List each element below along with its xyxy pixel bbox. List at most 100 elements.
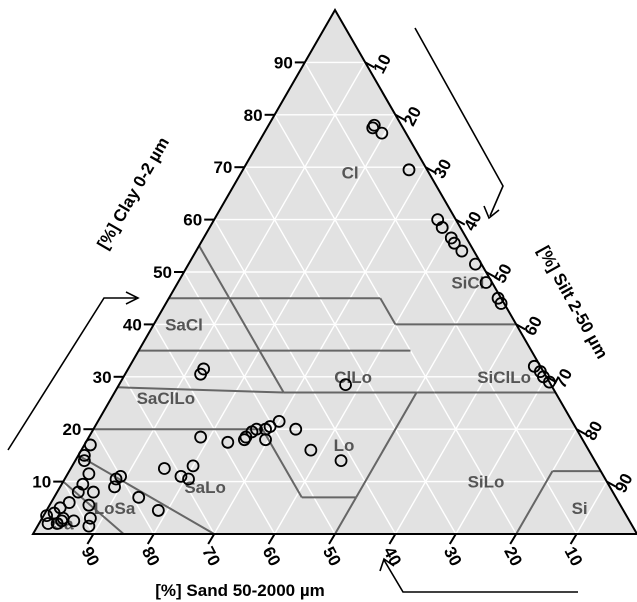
data-point xyxy=(334,454,348,468)
silt-tick-label: 40 xyxy=(460,208,486,233)
data-point xyxy=(77,454,91,468)
sand-tick-label: 30 xyxy=(440,544,466,570)
clay-tick-label: 10 xyxy=(32,473,51,492)
class-boundary-line xyxy=(117,386,284,394)
sand-arrowhead xyxy=(379,557,395,572)
sand-tick-mark xyxy=(267,533,276,545)
clay-tick-label: 80 xyxy=(244,106,263,125)
data-point xyxy=(375,126,389,140)
data-point xyxy=(402,163,416,177)
clay-tick-label: 90 xyxy=(274,53,293,72)
class-boundary-line xyxy=(515,470,554,535)
class-boundary-line xyxy=(379,297,397,325)
clay-tick-label: 60 xyxy=(183,211,202,230)
silt-tick-mark xyxy=(576,428,587,436)
data-point xyxy=(469,257,482,271)
silt-tick-label: 10 xyxy=(370,51,396,76)
class-label-sicllo: SiClLo xyxy=(477,368,531,387)
class-label-losa: LoSa xyxy=(94,499,136,518)
grid-line-sand xyxy=(183,271,336,535)
data-point xyxy=(87,485,100,499)
clay-arrowhead xyxy=(125,291,140,305)
sand-axis-title: [%] Sand 50-2000 µm xyxy=(155,581,324,600)
class-label-si: Si xyxy=(572,499,588,518)
sand-tick-mark xyxy=(509,533,518,545)
data-point xyxy=(272,414,286,428)
sand-tick-mark xyxy=(569,533,578,545)
data-point xyxy=(339,378,352,392)
silt-tick-label: 90 xyxy=(611,470,637,495)
silt-tick-label: 30 xyxy=(430,156,456,181)
sand-tick-mark xyxy=(86,533,95,545)
data-point xyxy=(250,422,263,436)
data-point xyxy=(76,477,90,491)
sand-tick-mark xyxy=(207,533,216,545)
silt-tick-mark xyxy=(425,166,436,174)
silt-axis-title: [%] Silt 2-50 µm xyxy=(534,243,612,362)
sand-tick-label: 20 xyxy=(500,544,526,570)
data-point xyxy=(82,498,96,512)
data-point xyxy=(67,514,81,528)
data-point xyxy=(83,511,97,525)
data-point xyxy=(82,467,96,481)
data-point xyxy=(455,244,469,258)
data-point xyxy=(182,472,195,486)
class-label-silo: SiLo xyxy=(468,473,505,492)
data-point xyxy=(83,438,97,452)
data-point xyxy=(62,496,76,509)
silt-tick-label: 50 xyxy=(490,261,516,286)
grid-line-silt xyxy=(455,376,548,535)
class-label-salo: SaLo xyxy=(184,478,226,497)
sand-tick-mark xyxy=(388,533,397,545)
data-point xyxy=(108,480,121,494)
grid-line-sand xyxy=(122,376,215,535)
silt-tick-mark xyxy=(455,218,466,226)
class-label-lo: Lo xyxy=(334,436,355,455)
class-boundary-line xyxy=(334,496,358,535)
sand-tick-label: 90 xyxy=(77,544,103,570)
silt-tick-mark xyxy=(394,113,405,121)
data-point xyxy=(41,517,55,530)
silt-tick-mark xyxy=(364,61,375,69)
data-point xyxy=(367,118,381,132)
clay-tick-label: 70 xyxy=(213,158,232,177)
clay-tick-label: 30 xyxy=(93,368,112,387)
data-point xyxy=(435,221,449,234)
silt-tick-mark xyxy=(515,323,526,331)
sand-tick-label: 60 xyxy=(259,544,285,570)
data-point xyxy=(132,490,146,504)
sand-tick-mark xyxy=(448,533,457,545)
grid-line-silt xyxy=(394,324,517,535)
silt-direction-arrow xyxy=(414,27,504,217)
grid-line-silt xyxy=(575,481,608,535)
silt-tick-label: 80 xyxy=(581,418,607,443)
clay-axis-title: [%] Clay 0-2 µm xyxy=(94,134,173,253)
silt-tick-label: 60 xyxy=(521,313,547,338)
class-label-cl: Cl xyxy=(342,163,359,182)
class-boundary-line xyxy=(258,350,285,394)
class-label-sacllo: SaClLo xyxy=(137,389,196,408)
sand-tick-label: 50 xyxy=(319,544,345,570)
silt-arrowhead xyxy=(483,205,500,220)
class-boundary-line xyxy=(198,245,261,352)
data-point xyxy=(447,236,461,250)
sand-tick-mark xyxy=(146,533,155,545)
grid-line-sand xyxy=(304,62,578,535)
clay-tick-label: 40 xyxy=(123,315,142,334)
data-point xyxy=(543,375,556,389)
class-label-sacl: SaCl xyxy=(165,315,203,334)
data-point xyxy=(77,448,91,462)
data-point xyxy=(289,422,303,436)
clay-tick-label: 50 xyxy=(153,263,172,282)
data-point xyxy=(82,519,96,533)
data-point xyxy=(114,469,127,483)
grid-line-sand xyxy=(62,481,95,535)
silt-tick-label: 20 xyxy=(400,104,426,129)
class-boundary-line xyxy=(261,428,303,498)
class-label-cllo: ClLo xyxy=(334,368,372,387)
data-point xyxy=(221,435,235,449)
data-point xyxy=(494,297,508,310)
class-boundary-line xyxy=(77,454,215,535)
sand-tick-label: 70 xyxy=(198,544,224,570)
